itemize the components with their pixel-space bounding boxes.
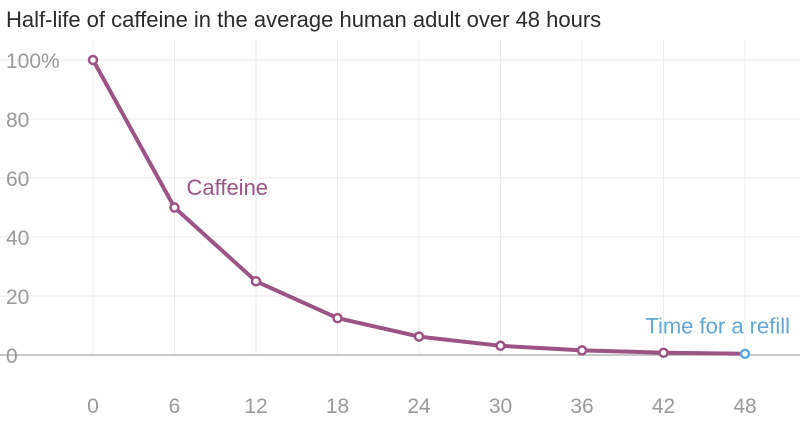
- annotations: Caffeine Time for a refill: [187, 175, 791, 339]
- series-points: [87, 54, 751, 360]
- x-axis-tick-labels: 0 6 12 18 24 30 36 42 48: [87, 395, 757, 418]
- x-tick-label: 6: [169, 395, 181, 418]
- x-tick-label: 0: [87, 395, 99, 418]
- data-point: [658, 347, 669, 358]
- data-point: [495, 340, 506, 352]
- x-tick-label: 30: [489, 395, 512, 418]
- chart-title: Half-life of caffeine in the average hum…: [6, 7, 601, 32]
- y-tick-label: 100%: [6, 50, 60, 73]
- grid-lines: [0, 40, 800, 355]
- y-tick-label: 60: [6, 168, 29, 191]
- y-axis-tick-labels: 100% 80 60 40 20 0: [6, 50, 60, 368]
- annotation-caffeine: Caffeine: [187, 175, 269, 200]
- data-point: [250, 276, 262, 287]
- y-tick-label: 40: [6, 227, 29, 250]
- data-point: [576, 345, 588, 356]
- data-point: [332, 312, 343, 324]
- x-tick-label: 36: [570, 395, 593, 418]
- x-tick-label: 12: [244, 395, 267, 418]
- refill-point: [739, 348, 751, 360]
- x-tick-label: 48: [733, 395, 756, 418]
- data-point: [413, 331, 425, 342]
- data-point: [169, 202, 180, 213]
- y-tick-label: 0: [6, 345, 18, 368]
- y-tick-label: 80: [6, 109, 29, 132]
- x-tick-label: 18: [326, 395, 349, 418]
- y-tick-label: 20: [6, 286, 29, 309]
- x-tick-label: 42: [652, 395, 675, 418]
- annotation-time-for-refill: Time for a refill: [645, 314, 790, 339]
- data-point: [87, 54, 99, 66]
- x-tick-label: 24: [407, 395, 431, 418]
